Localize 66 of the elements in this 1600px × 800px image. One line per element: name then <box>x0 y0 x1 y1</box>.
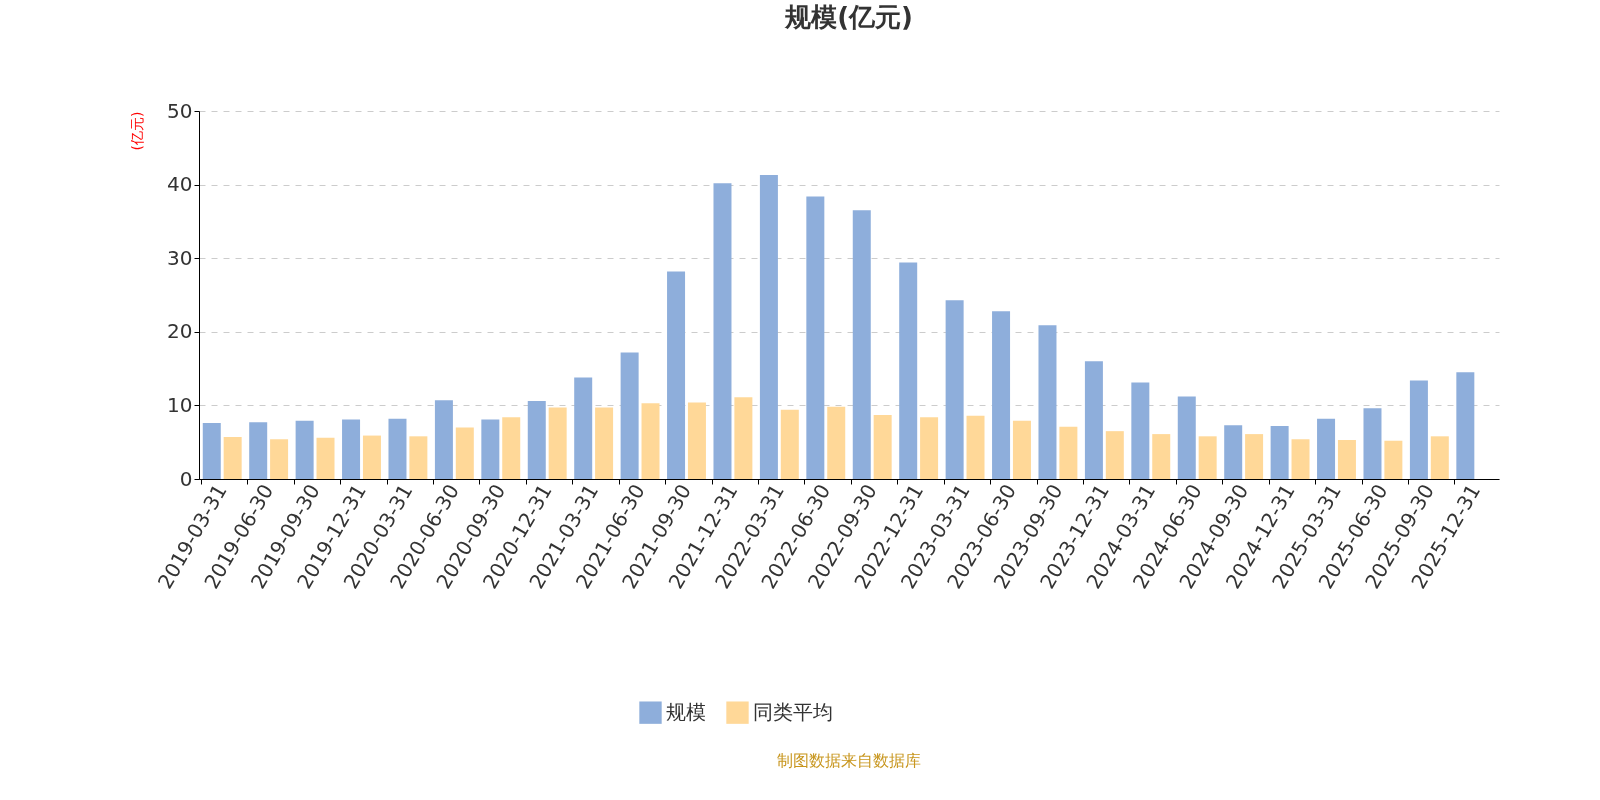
bar <box>481 419 500 479</box>
bar <box>249 422 268 479</box>
bar <box>1105 431 1124 479</box>
bar <box>873 414 892 479</box>
bar <box>1084 361 1103 479</box>
bar <box>295 420 314 479</box>
y-tick-label: 10 <box>167 392 193 417</box>
bar <box>1038 325 1057 479</box>
bar <box>920 417 939 479</box>
bar <box>455 427 474 479</box>
bar <box>1012 420 1031 479</box>
bar <box>1317 418 1336 479</box>
y-tick-label: 0 <box>179 466 193 491</box>
bar <box>434 400 453 479</box>
bar <box>899 262 918 479</box>
bar <box>574 377 593 479</box>
bar <box>1245 434 1264 479</box>
bar <box>1409 380 1428 479</box>
bar <box>713 183 732 479</box>
bar <box>1456 372 1475 479</box>
bar <box>342 419 361 479</box>
bar <box>1131 382 1150 479</box>
y-tick-label: 20 <box>167 319 193 344</box>
bar <box>734 397 753 479</box>
bar <box>667 271 686 479</box>
bar <box>1337 439 1356 479</box>
bar <box>806 196 825 479</box>
bar <box>1430 436 1449 479</box>
bar <box>1152 434 1171 479</box>
bar <box>409 436 428 479</box>
bar <box>945 300 964 479</box>
bar <box>502 417 521 479</box>
chart-title: 规模(亿元) <box>784 2 913 32</box>
bar <box>852 210 871 479</box>
bar <box>1363 408 1382 479</box>
bar <box>270 439 289 479</box>
y-axis-title: (亿元) <box>129 111 146 151</box>
bar <box>620 352 639 479</box>
bar <box>548 407 567 479</box>
y-tick-label: 30 <box>167 245 193 270</box>
bar <box>1270 426 1289 479</box>
y-tick-label: 50 <box>167 98 193 123</box>
bar <box>1384 440 1403 479</box>
y-tick-label: 40 <box>167 172 193 197</box>
bar <box>316 437 335 479</box>
bar <box>759 175 778 479</box>
legend-label: 同类平均 <box>753 699 833 724</box>
bar <box>202 423 221 479</box>
bar <box>1177 396 1196 479</box>
bar <box>641 403 660 479</box>
bar <box>966 415 985 479</box>
legend-label: 规模 <box>666 699 706 724</box>
bar <box>1059 426 1078 479</box>
text: 制图数据来自数据库 <box>777 751 921 770</box>
bar <box>780 409 799 479</box>
bar <box>687 402 706 479</box>
bar <box>1224 425 1243 479</box>
bar <box>992 311 1011 479</box>
bar <box>827 406 846 479</box>
bar <box>362 435 381 479</box>
bar <box>223 437 242 479</box>
bar <box>388 418 407 479</box>
bar <box>1291 439 1310 479</box>
bar <box>527 400 546 479</box>
bar <box>1198 436 1217 479</box>
bar <box>595 407 614 479</box>
